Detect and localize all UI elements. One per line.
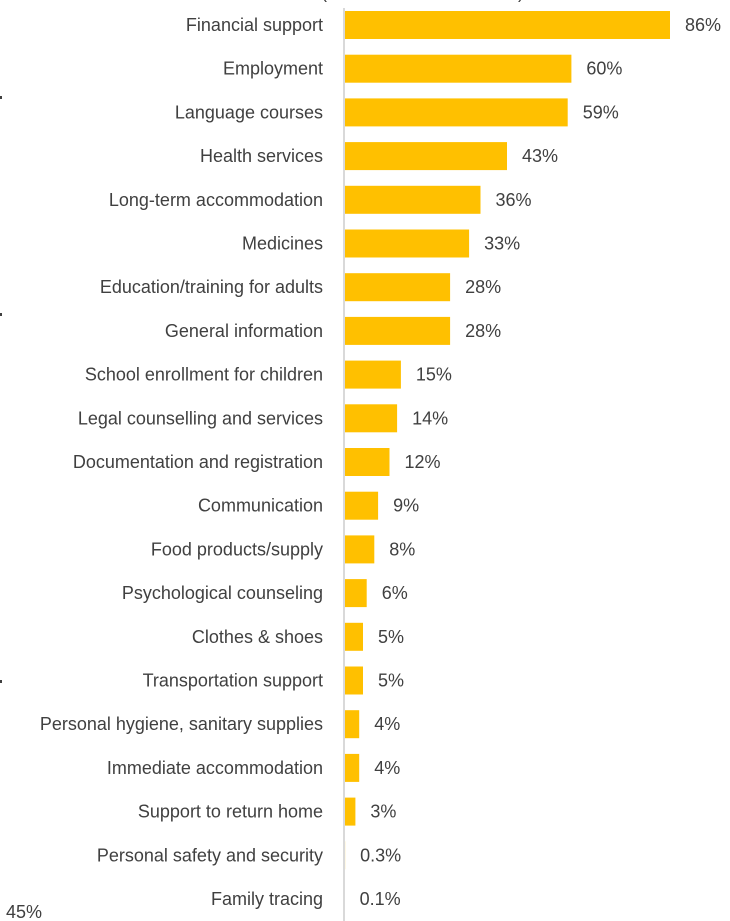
value-label: 33% xyxy=(484,234,520,254)
category-label: Education/training for adults xyxy=(100,277,323,297)
category-label: Psychological counseling xyxy=(122,583,323,603)
value-labels: 86% 60% 59% 43% 36% 33% 28% 28% 15% 14% 12% 9% 8% 6% 5… xyxy=(360,15,721,909)
bar xyxy=(344,11,670,39)
category-labels: Financial support Employment Language cour… xyxy=(40,15,323,909)
bars-layer xyxy=(344,11,670,913)
value-label: 28% xyxy=(465,277,501,297)
bar xyxy=(344,797,356,826)
value-label: 60% xyxy=(586,59,622,79)
category-label: Employment xyxy=(223,59,323,79)
value-label: 5% xyxy=(378,671,404,691)
bar xyxy=(344,273,451,302)
value-label: 6% xyxy=(382,583,408,603)
category-label: Family tracing xyxy=(211,889,323,909)
value-label: 15% xyxy=(416,365,452,385)
value-label: 3% xyxy=(370,802,396,822)
bar xyxy=(344,316,451,345)
bar xyxy=(344,54,572,83)
value-label: 12% xyxy=(405,452,441,472)
value-label: 43% xyxy=(522,146,558,166)
clipped-title-fragment: ( ) xyxy=(321,0,524,2)
category-label: Personal hygiene, sanitary supplies xyxy=(40,714,323,734)
bar xyxy=(344,753,360,782)
category-label: Long-term accommodation xyxy=(109,190,323,210)
category-label: Immediate accommodation xyxy=(107,758,323,778)
bottom-left-value: 45% xyxy=(6,902,42,921)
value-label: 28% xyxy=(465,321,501,341)
left-edge-marks xyxy=(0,96,2,683)
value-label: 0.1% xyxy=(360,889,401,909)
bar xyxy=(344,404,398,433)
value-label: 5% xyxy=(378,627,404,647)
category-label: Financial support xyxy=(186,15,323,35)
value-label: 9% xyxy=(393,496,419,516)
bar xyxy=(344,491,379,520)
bar xyxy=(344,185,481,214)
bar xyxy=(344,360,401,389)
bar xyxy=(344,535,375,564)
bar xyxy=(344,579,367,608)
category-label: Medicines xyxy=(242,234,323,254)
value-label: 4% xyxy=(374,758,400,778)
value-label: 59% xyxy=(583,102,619,122)
category-label: School enrollment for children xyxy=(85,365,323,385)
category-label: Food products/supply xyxy=(151,539,323,559)
value-label: 36% xyxy=(496,190,532,210)
category-label: Transportation support xyxy=(143,671,323,691)
category-label: Language courses xyxy=(175,102,323,122)
category-label: Communication xyxy=(198,496,323,516)
category-label: Legal counselling and services xyxy=(78,408,323,428)
category-label: Support to return home xyxy=(138,802,323,822)
category-label: Documentation and registration xyxy=(73,452,323,472)
category-label: Personal safety and security xyxy=(97,845,323,865)
bar xyxy=(344,229,470,258)
bar xyxy=(344,98,568,127)
value-label: 0.3% xyxy=(360,845,401,865)
svg-text:(: ( xyxy=(321,0,327,2)
bar xyxy=(344,622,363,651)
value-label: 86% xyxy=(685,15,721,35)
category-label: Health services xyxy=(200,146,323,166)
category-label: General information xyxy=(165,321,323,341)
bar xyxy=(344,710,360,739)
value-label: 8% xyxy=(389,539,415,559)
category-label: Clothes & shoes xyxy=(192,627,323,647)
bar xyxy=(344,142,507,171)
bar xyxy=(344,448,390,476)
svg-text:): ) xyxy=(518,0,524,2)
bar xyxy=(344,666,363,695)
value-label: 14% xyxy=(412,408,448,428)
value-label: 4% xyxy=(374,714,400,734)
